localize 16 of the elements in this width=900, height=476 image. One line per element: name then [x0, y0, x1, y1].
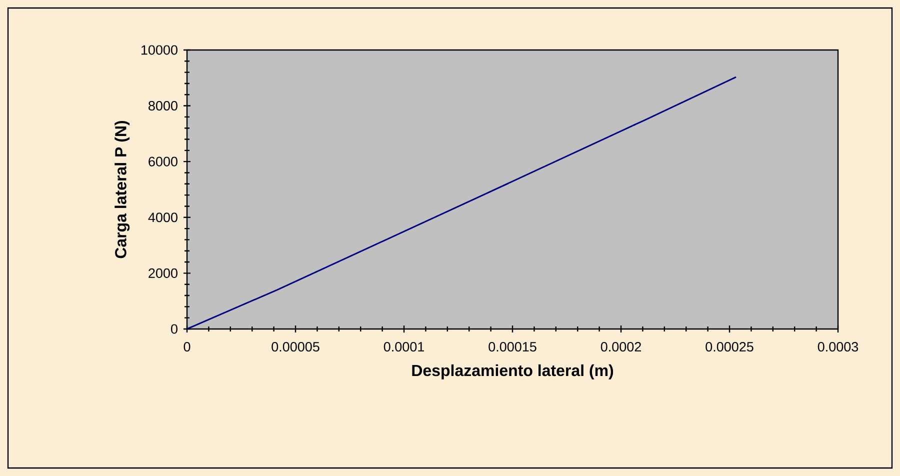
y-tick-label: 6000	[148, 156, 178, 166]
x-tick-label: 0.00025	[706, 342, 754, 352]
y-tick-label: 8000	[148, 101, 178, 111]
x-tick-label: 0.0002	[600, 342, 641, 352]
y-tick-label: 10000	[141, 45, 178, 55]
x-tick-label: 0	[184, 342, 190, 352]
x-tick-label: 0.00005	[272, 342, 320, 352]
x-tick-label: 0.0003	[818, 342, 858, 352]
x-axis-title: Desplazamiento lateral (m)	[412, 364, 614, 380]
y-tick-label: 2000	[148, 268, 178, 278]
line-series	[187, 76, 737, 329]
y-tick-label: 4000	[148, 212, 178, 222]
x-tick-label: 0.00015	[488, 342, 536, 352]
x-tick-label: 0.0001	[384, 342, 424, 352]
y-tick-label: 0	[171, 324, 178, 334]
y-axis-title: Carga lateral P (N)	[114, 120, 130, 258]
